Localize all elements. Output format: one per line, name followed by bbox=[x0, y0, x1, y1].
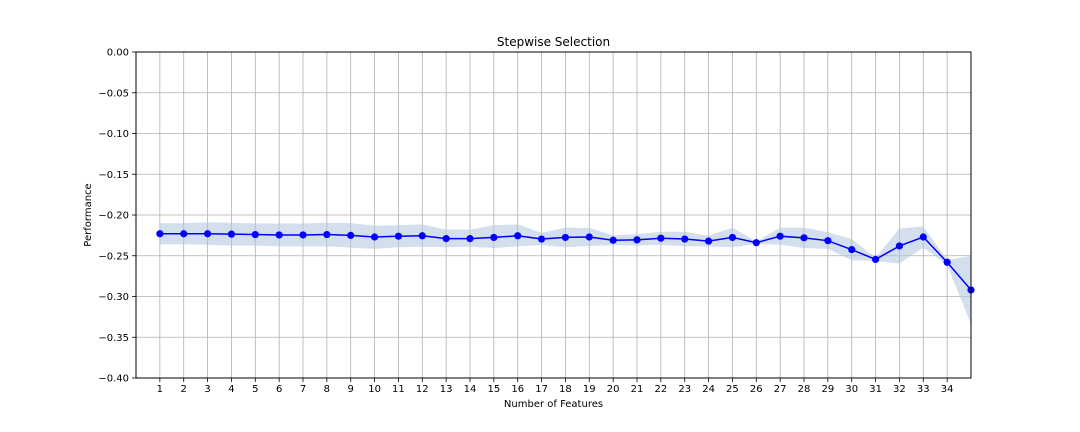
x-tick-label: 21 bbox=[631, 384, 644, 395]
data-point bbox=[299, 231, 307, 239]
x-tick-label: 27 bbox=[774, 384, 787, 395]
data-point bbox=[442, 235, 450, 243]
x-tick-label: 13 bbox=[440, 384, 453, 395]
y-tick-label: −0.30 bbox=[98, 292, 129, 303]
data-point bbox=[681, 235, 689, 243]
data-point bbox=[800, 234, 808, 242]
data-point bbox=[919, 233, 927, 241]
grid bbox=[136, 51, 971, 379]
data-point bbox=[895, 242, 904, 250]
data-point bbox=[227, 230, 236, 238]
x-tick-label: 14 bbox=[464, 384, 477, 395]
y-tick-label: −0.25 bbox=[98, 251, 129, 262]
data-point bbox=[370, 233, 379, 241]
data-point bbox=[156, 230, 164, 238]
data-points-layer bbox=[156, 230, 975, 294]
x-tick-label: 18 bbox=[559, 384, 572, 395]
data-point bbox=[347, 231, 355, 239]
y-tick-label: 0.00 bbox=[107, 48, 129, 59]
x-tick-label: 6 bbox=[276, 384, 282, 395]
data-point bbox=[585, 233, 593, 241]
x-tick-label: 5 bbox=[252, 384, 258, 395]
y-axis-label: Performance bbox=[83, 183, 94, 246]
data-point bbox=[848, 246, 856, 254]
y-tick-label: −0.20 bbox=[98, 211, 129, 222]
x-tick-label: 33 bbox=[917, 384, 930, 395]
x-tick-label: 19 bbox=[583, 384, 596, 395]
data-point bbox=[728, 233, 737, 242]
confidence-band bbox=[159, 222, 971, 325]
x-tick-label: 8 bbox=[324, 384, 330, 395]
y-tick-label: −0.10 bbox=[98, 129, 129, 140]
x-tick-label: 3 bbox=[204, 384, 210, 395]
y-tick-label: −0.35 bbox=[98, 333, 129, 344]
x-tick-label: 22 bbox=[654, 384, 667, 395]
data-point bbox=[871, 255, 880, 264]
x-tick-label: 23 bbox=[678, 384, 691, 395]
data-point bbox=[609, 236, 617, 244]
data-point bbox=[752, 239, 760, 247]
x-tick-label: 34 bbox=[941, 384, 954, 395]
data-point bbox=[776, 232, 784, 240]
x-tick-label: 24 bbox=[702, 384, 715, 395]
x-tick-label: 9 bbox=[348, 384, 354, 395]
x-tick-label: 7 bbox=[300, 384, 306, 395]
data-point bbox=[394, 232, 403, 240]
x-tick-label: 28 bbox=[798, 384, 811, 395]
x-tick-label: 31 bbox=[869, 384, 882, 395]
data-point bbox=[943, 258, 951, 266]
data-point bbox=[418, 232, 426, 240]
data-point bbox=[323, 230, 331, 239]
x-axis-label: Number of Features bbox=[504, 399, 603, 410]
data-point bbox=[633, 236, 641, 244]
x-tick-label: 26 bbox=[750, 384, 763, 395]
data-point bbox=[657, 234, 665, 242]
data-point bbox=[561, 233, 570, 242]
x-tick-label: 11 bbox=[392, 384, 405, 395]
data-point bbox=[704, 237, 713, 245]
x-tick-label: 17 bbox=[535, 384, 548, 395]
x-tick-label: 15 bbox=[487, 384, 500, 395]
y-tick-label: −0.15 bbox=[98, 170, 129, 181]
x-tick-label: 32 bbox=[893, 384, 906, 395]
x-tick-label: 12 bbox=[416, 384, 429, 395]
x-tick-label: 2 bbox=[181, 384, 187, 395]
chart-title: Stepwise Selection bbox=[497, 35, 610, 49]
data-point bbox=[537, 235, 546, 243]
x-tick-label: 16 bbox=[511, 384, 524, 395]
confidence-band-layer bbox=[159, 222, 971, 325]
data-point bbox=[490, 233, 498, 242]
data-point bbox=[824, 237, 832, 245]
y-tick-label: −0.05 bbox=[98, 88, 129, 99]
axis-ticks: 1 2 3 4 5 6 7 8 9 10 11 12 13 14 15 16 17 18 19 20 21 22 23 24 2… bbox=[98, 48, 953, 396]
x-tick-label: 4 bbox=[228, 384, 234, 395]
x-tick-label: 29 bbox=[821, 384, 834, 395]
x-tick-label: 30 bbox=[845, 384, 858, 395]
x-tick-label: 10 bbox=[368, 384, 381, 395]
data-point bbox=[466, 235, 474, 243]
x-tick-label: 1 bbox=[157, 384, 163, 395]
data-point bbox=[275, 231, 283, 239]
data-point bbox=[203, 230, 212, 238]
x-tick-label: 20 bbox=[607, 384, 620, 395]
x-tick-label: 25 bbox=[726, 384, 739, 395]
data-point bbox=[514, 232, 522, 240]
data-point bbox=[251, 230, 259, 239]
data-point bbox=[180, 230, 188, 238]
y-tick-label: −0.40 bbox=[98, 374, 129, 385]
